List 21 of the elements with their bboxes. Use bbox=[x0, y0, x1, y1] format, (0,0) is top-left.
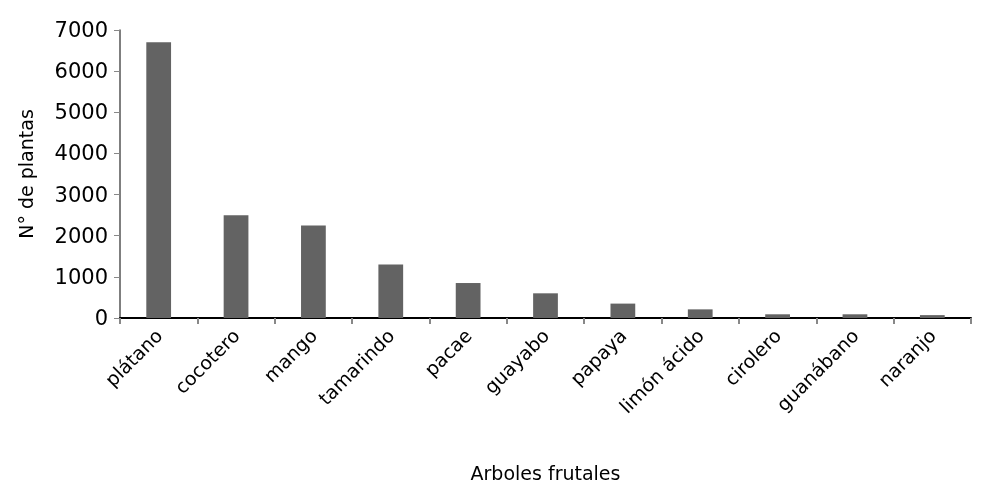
bar bbox=[301, 225, 326, 318]
y-tick-label: 1000 bbox=[54, 264, 108, 289]
bar bbox=[765, 314, 790, 318]
bar bbox=[533, 293, 558, 318]
bar bbox=[378, 264, 404, 318]
bar bbox=[146, 42, 172, 318]
y-tick-label: 6000 bbox=[54, 59, 108, 84]
bar bbox=[223, 215, 249, 318]
y-axis-title: N° de plantas bbox=[14, 109, 37, 239]
y-tick-label: 4000 bbox=[54, 141, 108, 166]
y-tick-label: 7000 bbox=[54, 18, 108, 42]
y-tick-label: 2000 bbox=[54, 223, 108, 248]
x-axis-title: Arboles frutales bbox=[470, 461, 621, 484]
y-tick-label: 0 bbox=[94, 306, 108, 330]
bar bbox=[455, 283, 481, 318]
bar bbox=[842, 314, 868, 318]
bar bbox=[610, 303, 636, 318]
bar bbox=[919, 315, 945, 318]
y-tick-label: 5000 bbox=[54, 100, 108, 125]
bar bbox=[687, 309, 713, 318]
y-tick-label: 3000 bbox=[54, 182, 108, 207]
